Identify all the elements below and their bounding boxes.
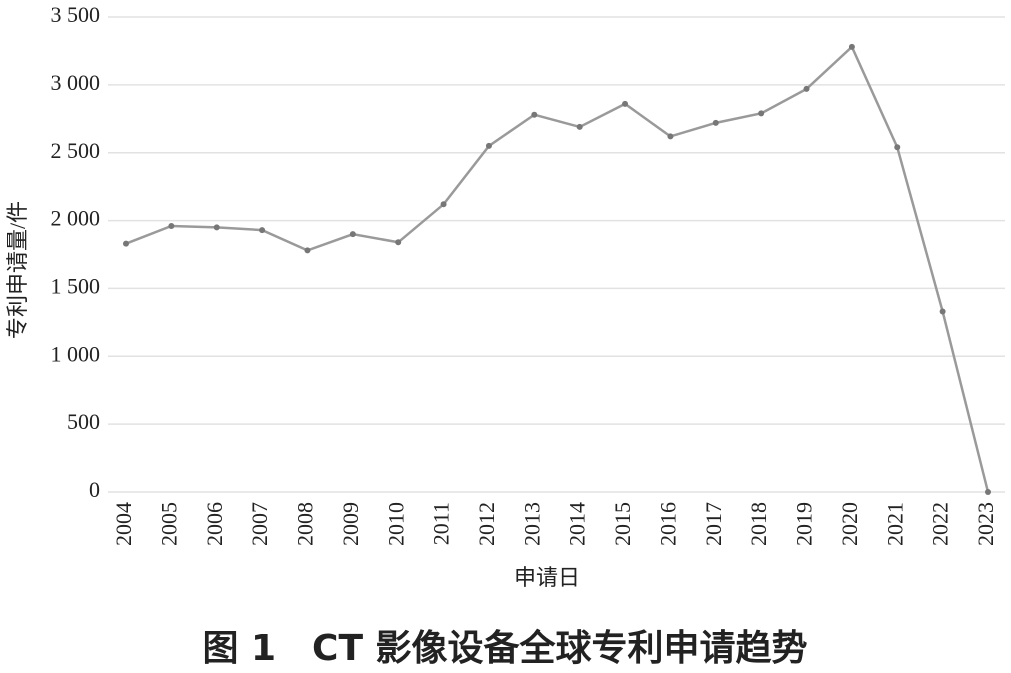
x-tick-label: 2011 xyxy=(429,502,454,545)
x-tick-label: 2021 xyxy=(882,502,907,546)
x-tick-label: 2008 xyxy=(293,502,318,546)
marker xyxy=(803,85,810,92)
x-tick-label: 2004 xyxy=(111,502,136,546)
x-tick-label: 2020 xyxy=(837,502,862,546)
x-tick-label: 2006 xyxy=(202,502,227,546)
marker xyxy=(667,133,674,140)
x-tick-label: 2007 xyxy=(247,502,272,546)
marker xyxy=(123,240,129,247)
x-tick-label: 2023 xyxy=(973,502,998,546)
marker xyxy=(395,239,402,246)
x-tick-label: 2016 xyxy=(655,502,680,546)
y-tick-label: 3 000 xyxy=(51,70,101,95)
x-tick-label: 2018 xyxy=(746,502,771,546)
y-axis-label: 专利申请量/件 xyxy=(5,201,30,339)
y-tick-label: 500 xyxy=(67,409,100,434)
line xyxy=(125,44,990,493)
x-tick-label: 2022 xyxy=(928,502,953,546)
marker xyxy=(349,231,356,238)
marker xyxy=(304,247,311,254)
marker xyxy=(939,308,946,315)
x-tick-label: 2012 xyxy=(474,502,499,546)
marker xyxy=(531,111,538,118)
x-tick-label: 2017 xyxy=(701,502,726,546)
marker xyxy=(213,224,220,231)
y-tick-label: 2 000 xyxy=(51,206,101,231)
marker xyxy=(485,142,492,149)
x-tick-label: 2015 xyxy=(610,502,635,546)
x-tick-label: 2013 xyxy=(519,502,544,546)
x-axis-label: 申请日 xyxy=(514,565,580,590)
y-tick-label: 2 500 xyxy=(51,138,101,163)
x-tick-label: 2019 xyxy=(792,502,817,546)
marker xyxy=(259,227,266,234)
y-tick-label: 1 000 xyxy=(51,341,101,366)
y-tick-label: 3 500 xyxy=(51,2,101,27)
marker xyxy=(894,144,901,151)
x-tick-label: 2009 xyxy=(338,502,363,546)
marker xyxy=(985,489,991,495)
marker xyxy=(440,201,447,208)
marker xyxy=(622,100,629,107)
marker xyxy=(712,119,719,126)
marker xyxy=(168,223,175,229)
marker xyxy=(758,110,765,117)
x-tick-label: 2005 xyxy=(156,502,181,546)
x-tick-label: 2014 xyxy=(565,502,590,546)
marker xyxy=(848,43,855,50)
x-tick-label: 2010 xyxy=(383,502,408,546)
y-tick-label: 1 500 xyxy=(51,273,101,298)
y-tick-label: 0 xyxy=(89,477,100,502)
marker xyxy=(576,123,583,130)
chart-caption: 图 1 CT 影像设备全球专利申请趋势 xyxy=(202,627,807,669)
